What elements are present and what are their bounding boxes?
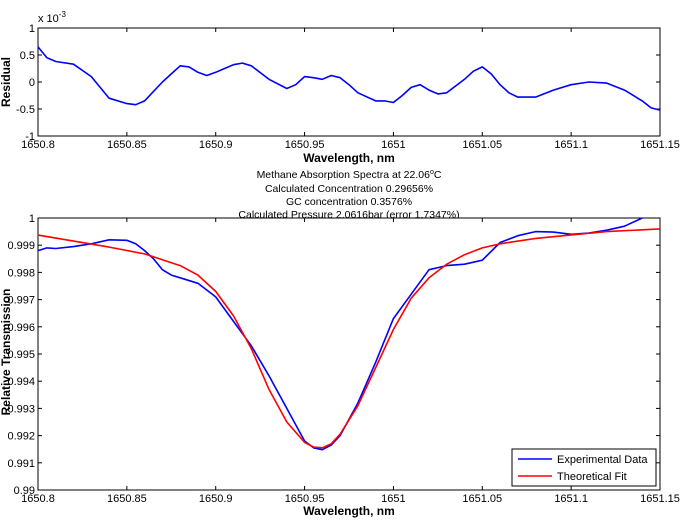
transmission-y-tick-label: 0.992	[7, 431, 35, 443]
residual-exponent-power: -3	[59, 10, 67, 19]
transmission-x-tick-label: 1650.95	[285, 493, 325, 505]
residual-y-tick-label: 1	[29, 23, 35, 35]
transmission-x-tick-label: 1651.05	[462, 493, 502, 505]
residual-y-tick-label: -1	[25, 131, 35, 143]
transmission-x-tick-label: 1650.8	[21, 493, 55, 505]
transmission-y-axis-label: Relative Transmission	[0, 289, 13, 416]
transmission-x-tick-label: 1650.85	[107, 493, 147, 505]
residual-series	[37, 46, 661, 111]
transmission-y-tick-label: 0.99	[14, 485, 35, 497]
title-line-3: GC concentration 0.3576%	[286, 196, 412, 208]
residual-y-tick-label: 0.5	[20, 50, 35, 62]
title-line-2: Calculated Concentration 0.29656%	[265, 183, 433, 195]
residual-y-tick-label: 0	[29, 77, 35, 89]
transmission-y-tick-label: 0.996	[7, 322, 35, 334]
transmission-y-tick-label: 0.999	[7, 240, 35, 252]
legend-box	[511, 448, 657, 487]
residual-ticks: 1650.8 1650.85 1650.9 1650.95 1651 1651.05 165…	[16, 23, 680, 151]
residual-x-tick-label: 1651.1	[554, 139, 588, 151]
transmission-x-tick-label: 1651.1	[554, 493, 588, 505]
legend-label-experimental: Experimental Data	[557, 454, 648, 466]
transmission-ticks: 1650.8 1650.85 1650.9 1650.95 1651 1651.05 165…	[7, 213, 679, 505]
transmission-x-tick-label: 1650.9	[199, 493, 233, 505]
residual-x-tick-label: 1650.85	[107, 139, 147, 151]
legend-label-theoretical: Theoretical Fit	[557, 471, 627, 483]
transmission-x-axis-label: Wavelength, nm	[303, 504, 395, 518]
transmission-plot: 1650.8 1650.85 1650.9 1650.95 1651 1651.05 165…	[0, 213, 680, 518]
residual-x-axis-label: Wavelength, nm	[303, 151, 395, 165]
transmission-y-tick-label: 0.998	[7, 267, 35, 279]
residual-x-tick-label: 1651.05	[462, 139, 502, 151]
residual-axes-box	[37, 27, 661, 137]
transmission-x-tick-label: 1651.15	[640, 493, 680, 505]
residual-x-tick-label: 1650.8	[21, 139, 55, 151]
transmission-series-line-1	[37, 228, 661, 449]
transmission-x-tick-label: 1651	[381, 493, 405, 505]
transmission-y-tick-label: 0.997	[7, 295, 35, 307]
residual-y-tick-label: -0.5	[16, 104, 35, 116]
residual-x-tick-label: 1650.9	[199, 139, 233, 151]
transmission-y-tick-label: 1	[29, 213, 35, 225]
residual-exponent-label: x 10-3	[38, 10, 66, 25]
transmission-series	[37, 217, 661, 451]
residual-x-tick-label: 1650.95	[285, 139, 325, 151]
title-line-1: Methane Absorption Spectra at 22.06oC	[257, 169, 442, 181]
residual-series-line-0	[37, 46, 661, 111]
transmission-y-tick-label: 0.995	[7, 349, 35, 361]
title-unit: C	[434, 169, 442, 181]
residual-x-tick-label: 1651	[381, 139, 405, 151]
legend: Experimental Data Theoretical Fit	[511, 448, 657, 487]
title-degree-sup: o	[430, 169, 434, 176]
transmission-y-tick-label: 0.994	[7, 376, 35, 388]
residual-plot: 1650.8 1650.85 1650.9 1650.95 1651 1651.05 165…	[0, 10, 680, 165]
transmission-axes-box	[37, 217, 661, 491]
transmission-y-tick-label: 0.991	[7, 458, 35, 470]
residual-y-axis-label: Residual	[0, 57, 13, 107]
residual-x-tick-label: 1651.15	[640, 139, 680, 151]
transmission-y-tick-label: 0.993	[7, 403, 35, 415]
